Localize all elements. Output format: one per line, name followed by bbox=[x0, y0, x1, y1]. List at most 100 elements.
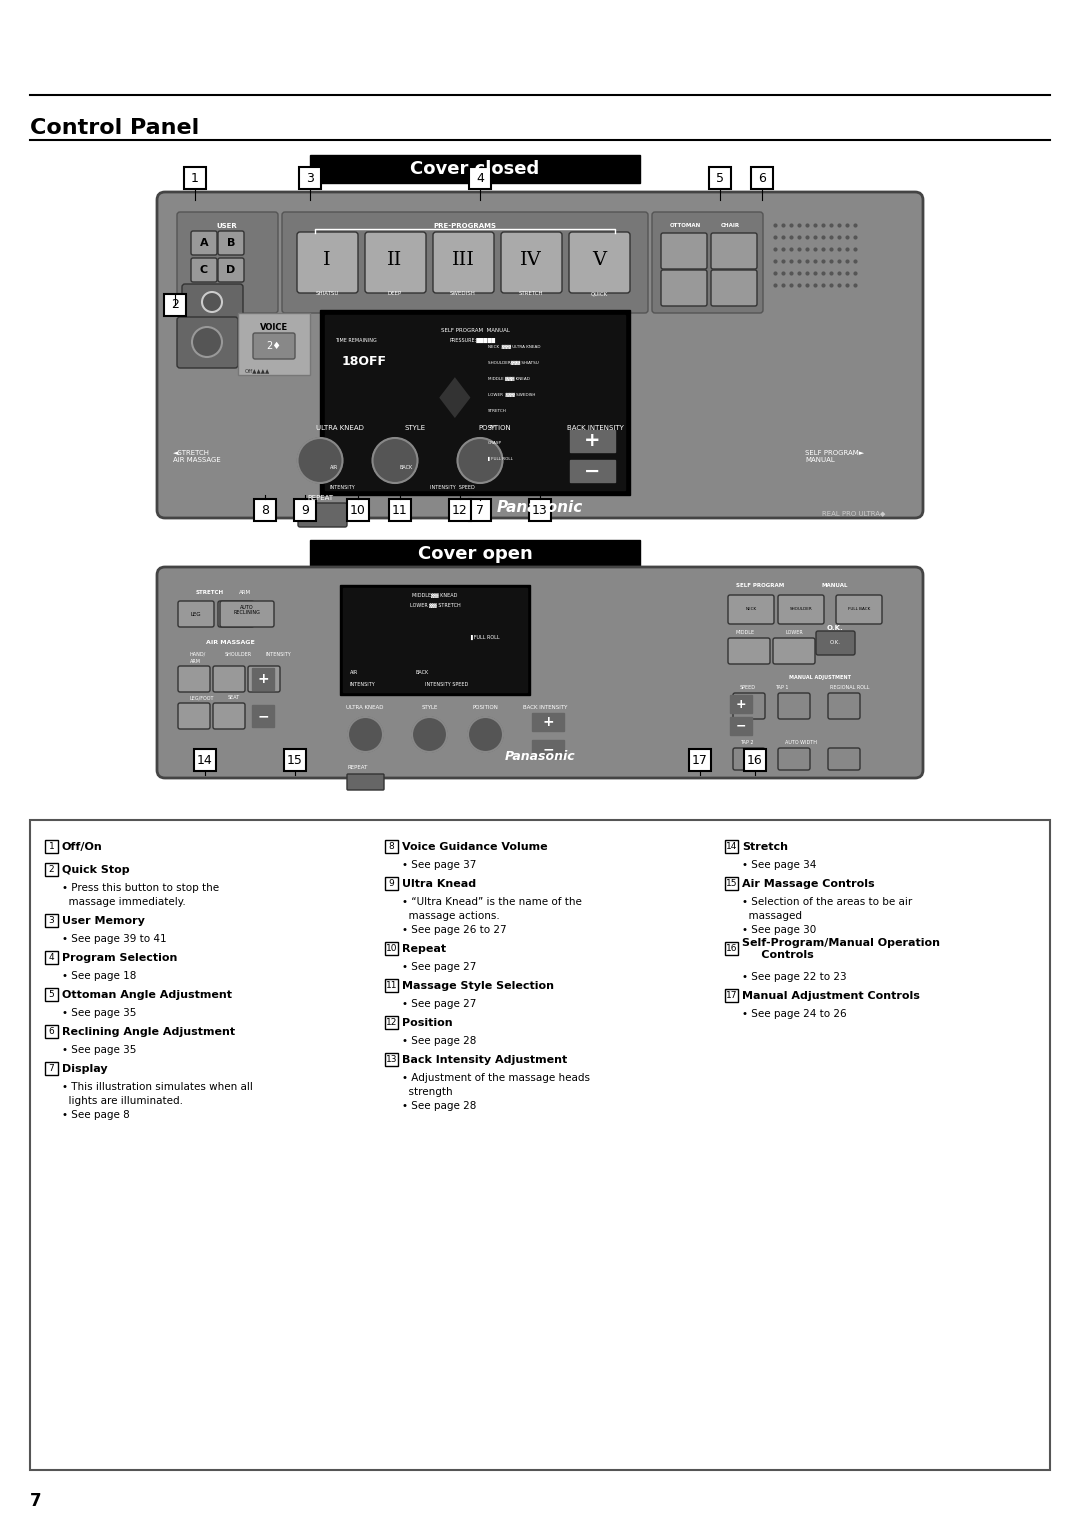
FancyBboxPatch shape bbox=[778, 596, 824, 625]
Text: SHOULDER: SHOULDER bbox=[789, 608, 812, 611]
Text: A: A bbox=[200, 238, 208, 247]
Bar bbox=[284, 750, 306, 771]
Text: Panasonic: Panasonic bbox=[497, 499, 583, 515]
Text: INTENSITY  SPEED: INTENSITY SPEED bbox=[430, 486, 475, 490]
Text: +: + bbox=[735, 698, 746, 710]
Bar bbox=[30, 820, 1050, 1471]
Bar bbox=[689, 750, 711, 771]
Text: 10: 10 bbox=[350, 504, 366, 516]
Text: POSITION: POSITION bbox=[478, 425, 511, 431]
Bar bbox=[310, 156, 640, 183]
FancyBboxPatch shape bbox=[238, 313, 310, 376]
Bar bbox=[299, 166, 321, 189]
FancyBboxPatch shape bbox=[177, 318, 238, 368]
Text: Quick Stop: Quick Stop bbox=[62, 864, 130, 875]
Text: 15: 15 bbox=[287, 753, 302, 767]
Text: LEG/FOOT: LEG/FOOT bbox=[190, 695, 215, 699]
Bar bbox=[725, 989, 738, 1002]
Bar bbox=[384, 840, 399, 854]
FancyBboxPatch shape bbox=[661, 270, 707, 305]
FancyBboxPatch shape bbox=[177, 212, 278, 313]
FancyBboxPatch shape bbox=[828, 748, 860, 770]
FancyBboxPatch shape bbox=[248, 666, 280, 692]
Text: POSITION: POSITION bbox=[472, 705, 498, 710]
Circle shape bbox=[373, 438, 418, 483]
FancyBboxPatch shape bbox=[183, 284, 243, 321]
Text: 7: 7 bbox=[49, 1064, 54, 1073]
Text: Voice Guidance Volume: Voice Guidance Volume bbox=[402, 841, 548, 852]
Bar bbox=[469, 499, 491, 521]
Text: 9: 9 bbox=[389, 880, 394, 889]
Text: III: III bbox=[451, 250, 474, 269]
Text: • See page 37: • See page 37 bbox=[402, 860, 476, 870]
Bar bbox=[384, 1015, 399, 1029]
Text: 3: 3 bbox=[49, 916, 54, 925]
Circle shape bbox=[192, 327, 222, 357]
Text: Back Intensity Adjustment: Back Intensity Adjustment bbox=[402, 1055, 567, 1064]
FancyBboxPatch shape bbox=[213, 666, 245, 692]
Text: • “Ultra Knead” is the name of the: • “Ultra Knead” is the name of the bbox=[402, 896, 582, 907]
Bar bbox=[384, 1054, 399, 1066]
Text: NECK: NECK bbox=[745, 608, 757, 611]
Text: 10: 10 bbox=[386, 944, 397, 953]
Bar bbox=[45, 840, 58, 854]
Text: HAND/: HAND/ bbox=[190, 652, 206, 657]
Bar bbox=[532, 713, 564, 731]
Text: SEAT: SEAT bbox=[228, 695, 240, 699]
Text: • See page 39 to 41: • See page 39 to 41 bbox=[62, 935, 166, 944]
Text: Position: Position bbox=[402, 1019, 453, 1028]
FancyBboxPatch shape bbox=[733, 693, 765, 719]
FancyBboxPatch shape bbox=[433, 232, 494, 293]
Text: Control Panel: Control Panel bbox=[30, 118, 199, 137]
Bar bbox=[570, 460, 615, 483]
Bar bbox=[469, 166, 491, 189]
Text: Ottoman Angle Adjustment: Ottoman Angle Adjustment bbox=[62, 989, 232, 1000]
Bar bbox=[164, 295, 186, 316]
Text: STRETCH: STRETCH bbox=[195, 589, 224, 596]
Text: 17: 17 bbox=[692, 753, 707, 767]
Bar bbox=[384, 942, 399, 954]
Text: Program Selection: Program Selection bbox=[62, 953, 177, 964]
Text: C: C bbox=[200, 266, 208, 275]
Text: TAP: TAP bbox=[488, 425, 496, 429]
Text: 2♦: 2♦ bbox=[267, 341, 282, 351]
Text: Panasonic: Panasonic bbox=[504, 750, 576, 764]
Bar bbox=[340, 585, 530, 695]
Text: • See page 34: • See page 34 bbox=[742, 860, 816, 870]
FancyBboxPatch shape bbox=[213, 702, 245, 728]
Bar bbox=[725, 876, 738, 890]
Text: LOWER  ▓▓▓ SWEDISH: LOWER ▓▓▓ SWEDISH bbox=[488, 392, 536, 397]
Text: Off/On: Off/On bbox=[62, 841, 103, 852]
Text: ◄STRETCH
AIR MASSAGE: ◄STRETCH AIR MASSAGE bbox=[173, 450, 220, 463]
Text: LEG: LEG bbox=[191, 611, 201, 617]
Bar bbox=[45, 951, 58, 964]
Text: AUTO WIDTH: AUTO WIDTH bbox=[785, 741, 816, 745]
Text: O.K.: O.K. bbox=[826, 625, 843, 631]
Text: 2: 2 bbox=[49, 864, 54, 873]
Text: SELF PROGRAM  MANUAL: SELF PROGRAM MANUAL bbox=[441, 328, 510, 333]
Text: FULL BACK: FULL BACK bbox=[848, 608, 870, 611]
Text: BACK: BACK bbox=[415, 670, 429, 675]
FancyBboxPatch shape bbox=[157, 567, 923, 777]
Text: STYLE: STYLE bbox=[422, 705, 438, 710]
Text: SWEDISH: SWEDISH bbox=[450, 292, 476, 296]
Bar bbox=[570, 431, 615, 452]
Text: • Press this button to stop the: • Press this button to stop the bbox=[62, 883, 219, 893]
Text: BACK INTENSITY: BACK INTENSITY bbox=[523, 705, 567, 710]
Text: Repeat: Repeat bbox=[402, 944, 446, 954]
Text: REAL PRO ULTRA◆: REAL PRO ULTRA◆ bbox=[822, 510, 885, 516]
Text: 5: 5 bbox=[49, 989, 54, 999]
FancyBboxPatch shape bbox=[253, 333, 295, 359]
FancyBboxPatch shape bbox=[178, 602, 214, 628]
Text: 3: 3 bbox=[306, 171, 314, 185]
Circle shape bbox=[411, 718, 447, 751]
Bar bbox=[194, 750, 216, 771]
FancyBboxPatch shape bbox=[218, 258, 244, 282]
FancyBboxPatch shape bbox=[347, 774, 384, 789]
Text: 6: 6 bbox=[758, 171, 766, 185]
Text: • See page 35: • See page 35 bbox=[62, 1044, 136, 1055]
FancyBboxPatch shape bbox=[218, 602, 254, 628]
Text: QUICK: QUICK bbox=[591, 292, 608, 296]
Circle shape bbox=[297, 438, 342, 483]
Bar bbox=[252, 667, 274, 690]
